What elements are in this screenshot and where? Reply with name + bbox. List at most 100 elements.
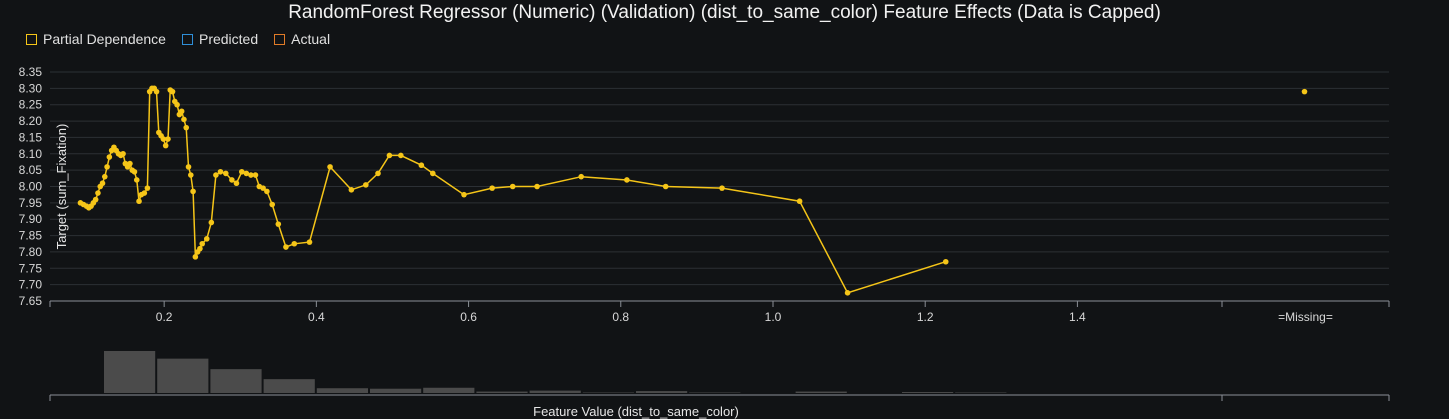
y-tick-label-4: 8.15 (19, 130, 43, 144)
histogram-bar (795, 391, 847, 393)
partial-dependence-point (624, 177, 630, 183)
histogram-bar (316, 388, 368, 393)
chart-title: RandomForest Regressor (Numeric) (Valida… (288, 2, 1161, 23)
partial-dependence-point (136, 198, 142, 205)
y-tick-label-7: 8.00 (19, 180, 43, 194)
partial-dependence-point (348, 186, 355, 193)
partial-dependence-point (185, 164, 192, 170)
y-tick-label-8: 7.95 (19, 196, 43, 210)
partial-dependence-point (327, 164, 333, 170)
histogram-bar (210, 369, 262, 393)
partial-dependence-point (461, 191, 467, 198)
partial-dependence-point (796, 198, 803, 205)
partial-dependence-point (509, 183, 516, 190)
x-tick-label-5: 1.2 (917, 310, 934, 324)
histogram-bar (902, 392, 954, 393)
partial-dependence-point (386, 152, 393, 159)
partial-dependence-point (719, 185, 725, 191)
partial-dependence-point (199, 240, 206, 247)
partial-dependence-point (203, 236, 210, 242)
x-tick-label-3: 0.8 (612, 310, 629, 324)
partial-dependence-point (229, 177, 235, 183)
y-tick-label-12: 7.75 (19, 261, 43, 275)
partial-dependence-point (375, 170, 381, 177)
y-tick-label-1: 8.30 (19, 81, 43, 95)
partial-dependence-point (174, 101, 180, 108)
partial-dependence-point (264, 188, 270, 195)
y-tick-label-5: 8.10 (19, 147, 43, 161)
partial-dependence-point (238, 168, 245, 175)
partial-dependence-point (95, 190, 101, 196)
y-tick-label-14: 7.65 (19, 294, 43, 308)
partial-dependence-point (183, 124, 190, 131)
partial-dependence-point (248, 172, 254, 178)
partial-dependence-point (252, 172, 259, 178)
y-tick-label-0: 8.35 (19, 65, 43, 79)
partial-dependence-point (662, 183, 669, 190)
partial-dependence-point (430, 170, 436, 177)
histogram-bar (423, 387, 475, 393)
y-tick-label-13: 7.70 (19, 278, 43, 292)
histogram-bar (104, 351, 156, 393)
x-tick-label-2: 0.6 (460, 310, 477, 324)
partial-dependence-point (283, 244, 289, 250)
partial-dependence-point (104, 164, 110, 170)
partial-dependence-point (291, 240, 298, 247)
partial-dependence-point (133, 177, 140, 183)
legend-swatch-partial-dependence (26, 33, 37, 45)
partial-dependence-point (141, 190, 148, 196)
legend-swatch-predicted (181, 33, 193, 45)
missing-tick-label: =Missing= (1278, 310, 1333, 324)
partial-dependence-point (160, 136, 167, 142)
histogram-bar (157, 358, 209, 393)
legend-item-actual[interactable]: Actual (274, 31, 330, 47)
y-tick-label-11: 7.80 (19, 245, 43, 259)
partial-dependence-point (418, 162, 425, 169)
partial-dependence-point (844, 290, 851, 296)
histogram-bar (370, 388, 422, 393)
partial-dependence-point (213, 172, 219, 178)
partial-dependence-point (99, 180, 106, 187)
legend: Partial Dependence Predicted Actual (26, 31, 330, 47)
y-axis-title: Target (sum_Fixation) (54, 124, 69, 250)
histogram-bar (529, 390, 581, 393)
histogram-bar (476, 391, 528, 393)
partial-dependence-point (363, 182, 369, 188)
partial-dependence-point (181, 116, 187, 123)
y-tick-label-3: 8.20 (19, 114, 43, 128)
histogram-bar (636, 391, 688, 393)
x-axis-title: Feature Value (dist_to_same_color) (533, 404, 739, 419)
partial-dependence-line (80, 87, 946, 294)
partial-dependence-point (942, 258, 949, 265)
partial-dependence-point (534, 183, 540, 190)
x-tick-label-6: 1.4 (1069, 310, 1086, 324)
partial-dependence-point (578, 173, 585, 180)
histogram-bar (263, 379, 315, 393)
partial-dependence-point (233, 180, 240, 187)
partial-dependence-point (92, 196, 99, 203)
partial-dependence-point (306, 239, 313, 245)
partial-dependence-point (208, 219, 215, 226)
partial-dependence-point (260, 185, 266, 191)
legend-label-partial-dependence: Partial Dependence (43, 31, 166, 47)
partial-dependence-point (489, 185, 495, 191)
partial-dependence-point (131, 168, 138, 175)
legend-item-partial-dependence[interactable]: Partial Dependence (26, 31, 166, 47)
partial-dependence-point (120, 150, 126, 157)
legend-item-predicted[interactable]: Predicted (181, 31, 258, 47)
partial-dependence-point (153, 88, 160, 95)
x-tick-label-1: 0.4 (308, 310, 325, 324)
partial-dependence-point (192, 254, 199, 260)
missing-value-point (1301, 88, 1308, 95)
partial-dependence-point (223, 170, 229, 177)
y-tick-label-2: 8.25 (19, 98, 43, 112)
partial-dependence-point (275, 221, 282, 227)
y-tick-label-9: 7.90 (19, 212, 43, 226)
y-tick-label-10: 7.85 (19, 229, 43, 243)
legend-swatch-actual (274, 33, 286, 45)
partial-dependence-point (217, 168, 224, 175)
partial-dependence-point (398, 152, 404, 159)
partial-dependence-point (106, 154, 113, 160)
partial-dependence-point (269, 201, 276, 208)
